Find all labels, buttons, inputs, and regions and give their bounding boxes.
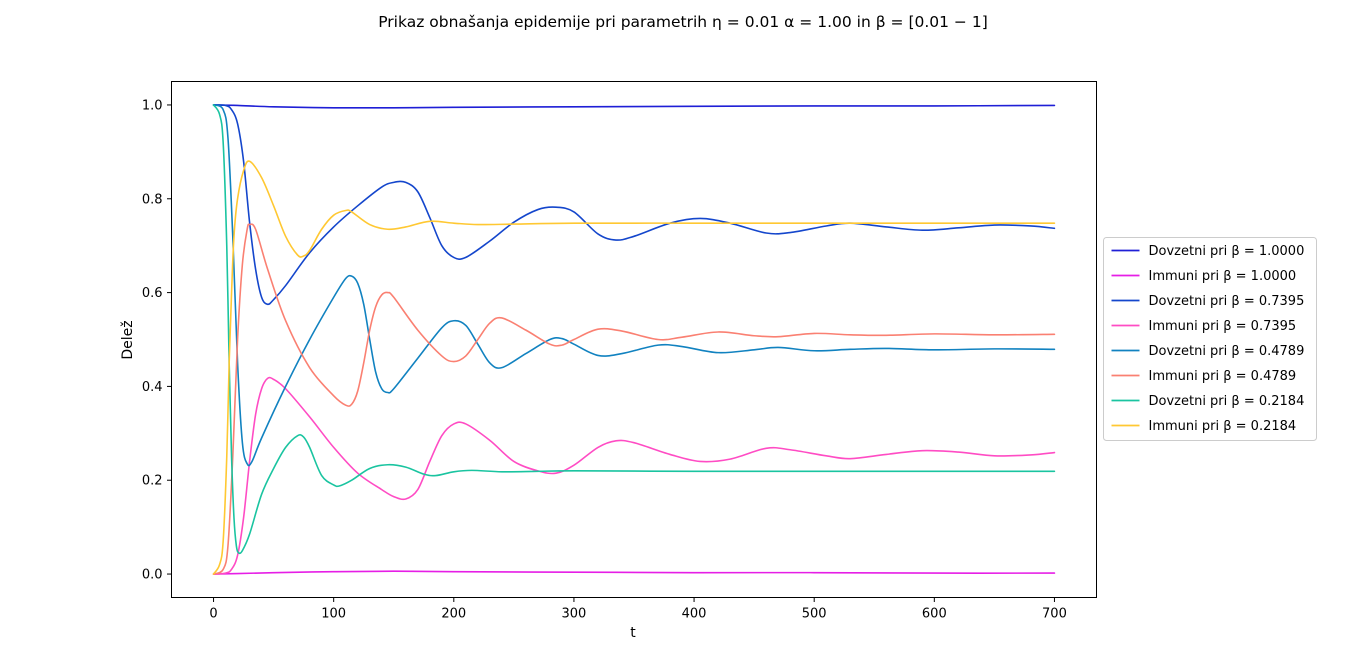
series-layer bbox=[212, 104, 1056, 575]
x-tick-label: 500 bbox=[802, 607, 827, 622]
series-line-6 bbox=[212, 223, 1056, 575]
x-tick-label: 400 bbox=[682, 607, 707, 622]
legend-label-2: Immuni pri β = 1.0000 bbox=[1149, 269, 1297, 284]
legend-frame bbox=[1103, 237, 1317, 441]
legend-label-5: Dovzetni pri β = 0.4789 bbox=[1149, 344, 1305, 359]
legend-label-1: Dovzetni pri β = 1.0000 bbox=[1149, 244, 1305, 259]
legend-label-3: Dovzetni pri β = 0.7395 bbox=[1149, 294, 1305, 309]
y-tick-label: 1.0 bbox=[142, 98, 163, 113]
series-line-4 bbox=[212, 376, 1056, 575]
y-tick-label: 0.8 bbox=[142, 192, 163, 207]
series-line-1 bbox=[212, 104, 1056, 109]
x-tick-label: 600 bbox=[922, 607, 947, 622]
y-axis-title: Delež bbox=[120, 320, 136, 359]
plot-frame bbox=[171, 81, 1097, 598]
plot-area bbox=[171, 81, 1097, 598]
series-line-5 bbox=[212, 104, 1056, 467]
x-tick-label: 200 bbox=[441, 607, 466, 622]
x-tick-label: 100 bbox=[321, 607, 346, 622]
legend-label-8: Immuni pri β = 0.2184 bbox=[1149, 419, 1297, 434]
y-tick-label: 0.6 bbox=[142, 286, 163, 301]
y-tick-label: 0.2 bbox=[142, 474, 163, 489]
series-line-2 bbox=[212, 570, 1056, 575]
series-line-7 bbox=[212, 104, 1056, 555]
legend-label-6: Immuni pri β = 0.4789 bbox=[1149, 369, 1297, 384]
x-axis-title: t bbox=[630, 625, 636, 641]
x-tick-label: 0 bbox=[209, 607, 217, 622]
legend-label-4: Immuni pri β = 0.7395 bbox=[1149, 319, 1297, 334]
x-axis: 0 100 200 300 400 500 600 700 bbox=[209, 597, 1067, 622]
y-tick-label: 0.0 bbox=[142, 568, 163, 583]
legend-label-7: Dovzetni pri β = 0.2184 bbox=[1149, 394, 1305, 409]
x-tick-label: 700 bbox=[1042, 607, 1067, 622]
legend: Dovzetni pri β = 1.0000 Immuni pri β = 1.… bbox=[1103, 237, 1317, 441]
x-tick-label: 300 bbox=[562, 607, 587, 622]
chart-title: Prikaz obnašanja epidemije pri parametri… bbox=[378, 13, 988, 31]
y-tick-label: 0.4 bbox=[142, 380, 163, 395]
series-line-3 bbox=[212, 104, 1056, 306]
series-line-8 bbox=[212, 160, 1056, 575]
y-axis: 0.0 0.2 0.4 0.6 0.8 1.0 bbox=[142, 98, 172, 583]
